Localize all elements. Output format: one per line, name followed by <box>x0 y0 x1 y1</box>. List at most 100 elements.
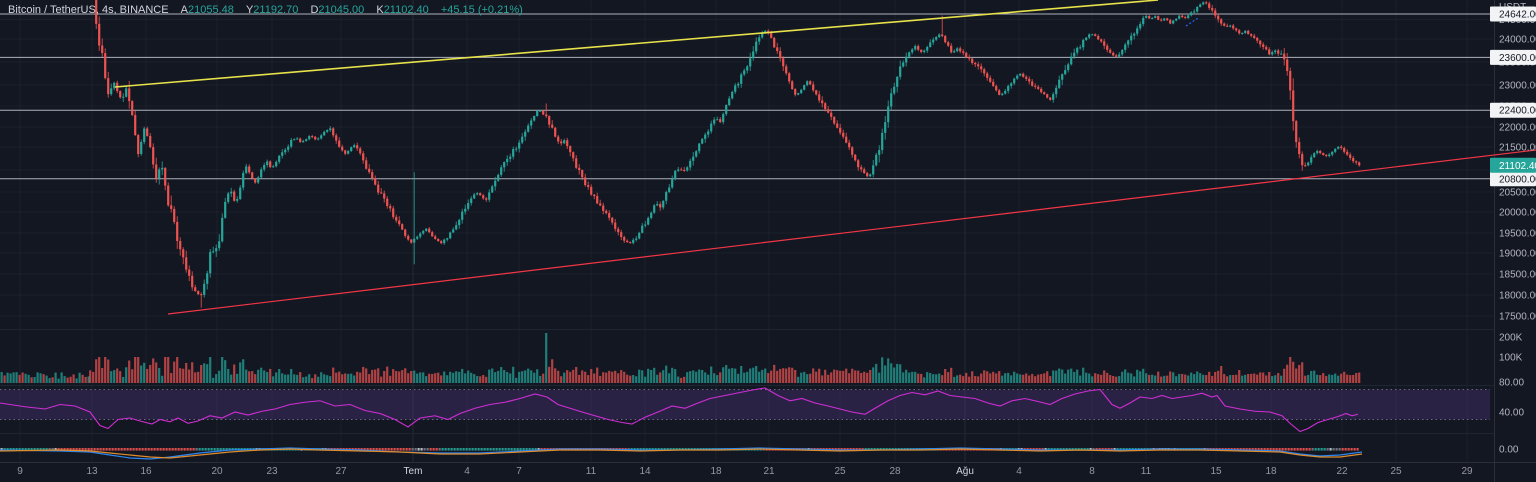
volume-bar <box>383 371 386 383</box>
ribbon-dash <box>453 448 456 451</box>
volume-bar <box>659 372 662 383</box>
time-axis[interactable]: 9 13 16 20 23 27 Tem 4 7 11 14 18 21 25 28 Ağu 4 8 11 15 18 2… <box>17 466 1473 477</box>
candle-body <box>1118 54 1121 57</box>
candle-body <box>350 147 353 151</box>
volume-bar <box>833 369 836 383</box>
volume-bar <box>1031 373 1034 383</box>
candle-body <box>254 178 257 183</box>
candle-body <box>380 192 383 194</box>
volume-bar <box>1286 364 1289 383</box>
volume-bar <box>1226 376 1229 383</box>
volume-bar <box>557 370 560 383</box>
candle-body <box>1259 40 1262 45</box>
volume-bar <box>1076 369 1079 383</box>
high-label: Y <box>245 4 254 16</box>
candle-body <box>467 203 470 209</box>
volume-bar <box>482 374 485 383</box>
volume-bar <box>392 369 395 383</box>
ribbon-dash <box>1044 448 1047 451</box>
volume-bar <box>278 369 281 383</box>
candle-body <box>1271 52 1274 55</box>
candle-body <box>1055 87 1058 95</box>
volume-bar <box>173 361 176 383</box>
red-ascending-support-trendline[interactable] <box>167 149 1536 315</box>
candle-body <box>620 232 623 238</box>
price-axis[interactable]: USDT24500.0024000.0023500.0023000.002250… <box>1490 2 1536 456</box>
ribbon-dash <box>456 448 459 451</box>
time-tick-label: 14 <box>639 466 651 477</box>
candle-body <box>347 150 350 154</box>
volume-bar <box>794 369 797 383</box>
candle-body <box>374 178 377 185</box>
ribbon-dash <box>396 448 399 451</box>
candle-body <box>926 46 929 51</box>
blue-mark-drawing[interactable] <box>1185 17 1199 27</box>
candle-body <box>584 177 587 186</box>
candle-body <box>311 136 314 138</box>
candle-body <box>407 235 410 240</box>
rsi-line[interactable] <box>0 387 1359 433</box>
candle-body <box>1199 4 1202 7</box>
candle-body <box>140 142 143 154</box>
volume-bar <box>1016 373 1019 383</box>
symbol-title[interactable]: Bitcoin / TetherUS, 4s, BINANCE <box>8 4 169 16</box>
volume-bar <box>908 372 911 383</box>
candle-body <box>1160 19 1163 21</box>
volume-bar <box>590 369 593 383</box>
volume-bar <box>60 372 63 383</box>
candle-body <box>1322 153 1325 155</box>
volume-bar <box>1346 374 1349 383</box>
volume-bar <box>1217 370 1220 383</box>
volume-bar <box>524 370 527 383</box>
ribbon-orange-line[interactable] <box>0 448 1363 459</box>
candle-body <box>626 240 629 243</box>
volume-bar <box>179 368 182 383</box>
volume-bar <box>95 359 98 383</box>
volume-bar <box>30 377 33 383</box>
volume-bar <box>1106 372 1109 383</box>
volume-bar <box>248 371 251 383</box>
price-tick-label: 21500.00 <box>1499 143 1536 154</box>
volume-bar <box>104 357 107 383</box>
candle-body <box>443 239 446 244</box>
volume-bar <box>905 369 908 383</box>
volume-bar <box>1049 376 1052 383</box>
volume-bar <box>75 378 78 383</box>
volume-bar <box>356 371 359 383</box>
candle-body <box>902 62 905 67</box>
volume-bar <box>257 369 260 383</box>
volume-bar <box>332 367 335 383</box>
volume-bar <box>935 374 938 383</box>
candle-body <box>476 193 479 195</box>
candle-body <box>800 89 803 94</box>
candle-body <box>974 62 977 65</box>
ribbon-dash <box>837 448 840 451</box>
volume-bar <box>1214 371 1217 383</box>
volume-bar <box>45 375 48 383</box>
candle-body <box>578 167 581 171</box>
ribbon-dash <box>402 448 405 451</box>
candle-body <box>461 211 464 220</box>
candle-body <box>1328 154 1331 157</box>
candle-body <box>641 225 644 233</box>
ribbon-dash <box>213 448 216 451</box>
candle-body <box>698 143 701 152</box>
candlestick-series[interactable] <box>89 0 1361 308</box>
candle-body <box>845 136 848 143</box>
candle-body <box>635 238 638 240</box>
volume-bar <box>1130 373 1133 383</box>
yellow-descending-resistance-trendline[interactable] <box>114 0 1159 88</box>
ribbon-dash <box>420 448 423 451</box>
volume-bar <box>1142 368 1145 383</box>
volume-bar <box>770 370 773 383</box>
volume-bar <box>338 371 341 383</box>
candle-body <box>527 125 530 132</box>
volume-bar <box>1055 370 1058 383</box>
candle-body <box>1133 33 1136 36</box>
ribbon-dash <box>141 448 144 451</box>
volume-bar <box>251 371 254 383</box>
volume-series[interactable] <box>0 333 1361 383</box>
volume-bar <box>1115 376 1118 383</box>
volume-bar <box>1019 374 1022 383</box>
